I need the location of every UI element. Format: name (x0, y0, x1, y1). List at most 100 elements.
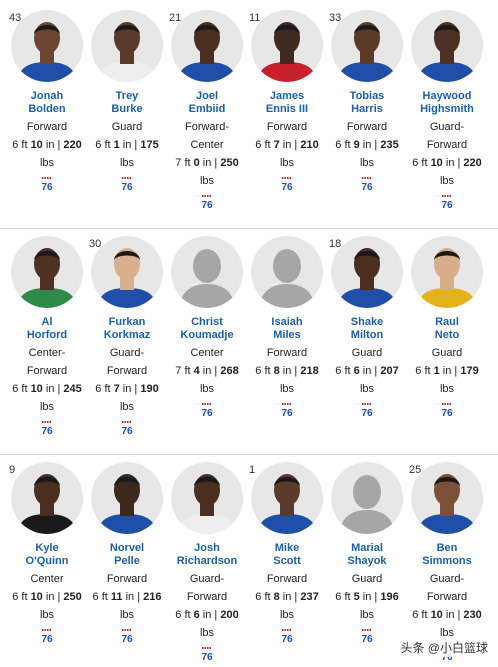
sixers-logo-icon: 76 (200, 646, 214, 663)
player-name-link[interactable]: Josh Richardson (176, 542, 238, 567)
player-name-link[interactable]: James Ennis III (265, 90, 309, 115)
player-name-link[interactable]: Haywood Highsmith (420, 90, 474, 115)
player-card[interactable]: 25 Ben Simmons Guard- Forward 6 ft 10 in | … (407, 462, 487, 663)
player-card[interactable]: 18 Shake Milton Guard 6 ft 6 in | 207 lbs 76 (327, 236, 407, 451)
weight-text: lbs (199, 175, 215, 187)
player-card[interactable]: Josh Richardson Guard- Forward 6 ft 6 in |… (167, 462, 247, 663)
player-headshot[interactable] (171, 10, 243, 82)
player-headshot[interactable] (11, 462, 83, 534)
svg-text:76: 76 (281, 634, 293, 644)
player-headshot[interactable] (11, 10, 83, 82)
player-headshot[interactable] (11, 236, 83, 308)
player-name-link[interactable]: Raul Neto (434, 316, 460, 341)
height-text: in | (42, 591, 64, 603)
weight-text: lbs (119, 401, 135, 413)
player-name-link[interactable]: Al Horford (26, 316, 68, 341)
svg-text:76: 76 (121, 182, 133, 192)
height-text: 6 ft (92, 591, 111, 603)
sixers-logo-icon: 76 (120, 420, 134, 437)
player-position: Guard- Forward (186, 573, 228, 603)
sixers-logo-icon: 76 (440, 402, 454, 419)
player-card[interactable]: 33 Tobias Harris Forward 6 ft 9 in | 235 lb… (327, 10, 407, 225)
weight-text: lbs (359, 609, 375, 621)
height-text: in | (359, 365, 381, 377)
height-text: 7 (113, 383, 120, 395)
row-divider (0, 454, 498, 455)
player-card[interactable]: 11 James Ennis III Forward 6 ft 7 in | 210 … (247, 10, 327, 225)
player-card[interactable]: 43 Jonah Bolden Forward 6 ft 10 in | 220 lb… (7, 10, 87, 225)
placeholder-silhouette-icon[interactable] (171, 236, 243, 308)
player-name-link[interactable]: Ben Simmons (422, 542, 472, 567)
player-name-link[interactable]: Mike Scott (273, 542, 301, 567)
player-position: Guard- Forward (106, 347, 148, 377)
height-weight: 6 ft 6 in | 207 lbs (327, 362, 407, 398)
height-text: 6 ft (335, 139, 354, 151)
player-name-link[interactable]: Shake Milton (350, 316, 384, 341)
sixers-logo-icon: 76 (360, 402, 374, 419)
weight-text: lbs (119, 609, 135, 621)
player-card[interactable]: 9 Kyle O'Quinn Center 6 ft 10 in | 250 lbs 7… (7, 462, 87, 662)
player-headshot[interactable] (91, 236, 163, 308)
player-headshot[interactable] (411, 10, 483, 82)
weight-text: lbs (439, 627, 455, 639)
height-weight: 6 ft 10 in | 245 lbs (7, 380, 87, 416)
player-card[interactable]: Haywood Highsmith Guard- Forward 6 ft 10 i… (407, 10, 487, 225)
player-name-link[interactable]: Kyle O'Quinn (25, 542, 69, 567)
player-card[interactable]: Raul Neto Guard 6 ft 1 in | 179 lbs 76 (407, 236, 487, 451)
player-headshot[interactable] (91, 10, 163, 82)
player-card[interactable]: Al Horford Center- Forward 6 ft 10 in | 24… (7, 236, 87, 451)
player-name-link[interactable]: Tobias Harris (349, 90, 385, 115)
weight-text: lbs (39, 609, 55, 621)
player-headshot[interactable] (91, 462, 163, 534)
player-card[interactable]: Christ Koumadje Center 7 ft 4 in | 268 lbs… (167, 236, 247, 451)
height-text: in | (199, 609, 221, 621)
placeholder-silhouette-icon[interactable] (331, 462, 403, 534)
height-weight: 7 ft 0 in | 250 lbs (167, 154, 247, 190)
player-headshot[interactable] (331, 10, 403, 82)
sixers-logo-icon: 76 (360, 628, 374, 645)
height-text: in | (359, 139, 381, 151)
weight-text: lbs (359, 383, 375, 395)
weight-text: lbs (439, 383, 455, 395)
height-text: 11 (110, 591, 123, 603)
player-headshot[interactable] (251, 462, 323, 534)
height-weight: 6 ft 8 in | 218 lbs (247, 362, 327, 398)
player-position: Center (190, 347, 224, 359)
height-text: 6 ft (12, 139, 31, 151)
svg-text:76: 76 (201, 408, 213, 418)
player-position: Forward (266, 347, 308, 359)
player-name-link[interactable]: Marial Shayok (347, 542, 387, 567)
player-name-link[interactable]: Norvel Pelle (109, 542, 145, 567)
player-name-link[interactable]: Furkan Korkmaz (103, 316, 151, 341)
player-card[interactable]: 21 Joel Embiid Forward- Center 7 ft 0 in | … (167, 10, 247, 225)
player-headshot[interactable] (411, 236, 483, 308)
height-text: 6 ft (412, 157, 431, 169)
player-card[interactable]: 1 Mike Scott Forward 6 ft 8 in | 237 lbs 76 (247, 462, 327, 662)
sixers-logo-icon: 76 (40, 420, 54, 437)
player-headshot[interactable] (331, 236, 403, 308)
height-text: 7 ft (175, 365, 194, 377)
player-name-link[interactable]: Trey Burke (111, 90, 143, 115)
player-card[interactable]: Norvel Pelle Forward 6 ft 11 in | 216 lbs 7… (87, 462, 167, 662)
player-position: Forward- Center (184, 121, 229, 151)
height-text: 6 ft (412, 609, 431, 621)
player-card[interactable]: Isaiah Miles Forward 6 ft 8 in | 218 lbs 76 (247, 236, 327, 451)
height-weight: 6 ft 11 in | 216 lbs (87, 588, 167, 624)
svg-text:76: 76 (41, 182, 53, 192)
height-text: 6 ft (335, 591, 354, 603)
player-headshot[interactable] (171, 462, 243, 534)
svg-text:76: 76 (361, 182, 373, 192)
player-headshot[interactable] (251, 10, 323, 82)
player-name-link[interactable]: Christ Koumadje (180, 316, 234, 341)
placeholder-silhouette-icon[interactable] (251, 236, 323, 308)
player-name-link[interactable]: Isaiah Miles (271, 316, 303, 341)
player-name-link[interactable]: Jonah Bolden (28, 90, 66, 115)
player-headshot[interactable] (411, 462, 483, 534)
player-card[interactable]: 30 Furkan Korkmaz Guard- Forward 6 ft 7 in … (87, 236, 167, 451)
player-card[interactable]: Trey Burke Guard 6 ft 1 in | 175 lbs 76 (87, 10, 167, 225)
jersey-number: 33 (329, 12, 342, 24)
player-card[interactable]: Marial Shayok Guard 6 ft 5 in | 196 lbs 76 (327, 462, 407, 662)
player-name-link[interactable]: Joel Embiid (188, 90, 226, 115)
height-text: in | (122, 591, 144, 603)
